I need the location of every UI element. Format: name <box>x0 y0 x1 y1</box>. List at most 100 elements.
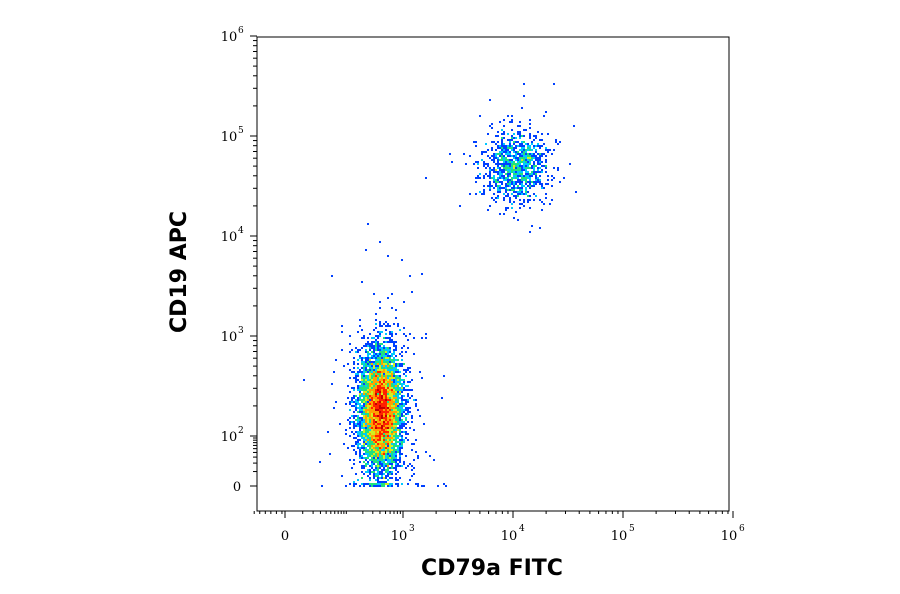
y-axis-minor-ticks <box>253 40 257 473</box>
event-dot <box>537 159 539 161</box>
event-dot <box>499 181 501 183</box>
event-dot <box>541 209 543 211</box>
event-dot <box>393 451 395 453</box>
event-dot <box>401 259 403 261</box>
y-tick-exponent: 4 <box>238 226 244 236</box>
event-dot <box>395 473 397 475</box>
event-dot <box>505 187 507 189</box>
event-dot <box>401 359 403 361</box>
event-dot <box>527 201 529 203</box>
event-dot <box>355 409 357 411</box>
event-dot <box>375 397 377 399</box>
event-dot <box>527 165 529 167</box>
event-dot <box>391 369 393 371</box>
event-dot <box>395 341 397 343</box>
event-dot <box>515 151 517 153</box>
event-dot <box>369 369 371 371</box>
event-dot <box>387 377 389 379</box>
event-dot <box>545 183 547 185</box>
event-dot <box>387 405 389 407</box>
event-dot <box>363 467 365 469</box>
event-dot <box>493 155 495 157</box>
event-dot <box>367 475 369 477</box>
event-dot <box>535 165 537 167</box>
event-dot <box>511 159 513 161</box>
event-dot <box>367 397 369 399</box>
event-dot <box>527 155 529 157</box>
event-dot <box>523 177 525 179</box>
event-dot <box>529 207 531 209</box>
event-dot <box>511 177 513 179</box>
event-dot <box>389 341 391 343</box>
event-dot <box>365 441 367 443</box>
event-dot <box>379 301 381 303</box>
event-dot <box>401 411 403 413</box>
event-dot <box>391 421 393 423</box>
event-dot <box>403 383 405 385</box>
event-dot <box>529 177 531 179</box>
event-dot <box>393 345 395 347</box>
event-dot <box>377 473 379 475</box>
event-dot <box>363 447 365 449</box>
event-dot <box>397 437 399 439</box>
event-dot <box>501 175 503 177</box>
event-dot <box>383 361 385 363</box>
event-dot <box>369 415 371 417</box>
event-dot <box>365 371 367 373</box>
event-dot <box>533 181 535 183</box>
event-dot <box>365 465 367 467</box>
event-dot <box>535 183 537 185</box>
event-dot <box>505 183 507 185</box>
x-tick-exponent: 6 <box>739 524 745 534</box>
event-dot <box>387 387 389 389</box>
event-dot <box>379 331 381 333</box>
event-dot <box>519 191 521 193</box>
event-dot <box>529 187 531 189</box>
event-dot <box>355 437 357 439</box>
event-dot <box>473 163 475 165</box>
event-dot <box>391 485 393 487</box>
event-dot <box>395 411 397 413</box>
event-dot <box>391 477 393 479</box>
event-dot <box>401 409 403 411</box>
event-dot <box>387 473 389 475</box>
event-dot <box>405 389 407 391</box>
event-dot <box>393 447 395 449</box>
event-dot <box>397 325 399 327</box>
event-dot <box>347 363 349 365</box>
event-dot <box>505 161 507 163</box>
event-dot <box>391 389 393 391</box>
event-dot <box>379 421 381 423</box>
event-dot <box>531 155 533 157</box>
event-dot <box>497 197 499 199</box>
event-dot <box>381 349 383 351</box>
event-dot <box>385 389 387 391</box>
event-dot <box>425 337 427 339</box>
event-dot <box>359 369 361 371</box>
event-dot <box>363 335 365 337</box>
event-dot <box>371 371 373 373</box>
event-dot <box>357 425 359 427</box>
event-dot <box>351 401 353 403</box>
event-dot <box>523 141 525 143</box>
event-dot <box>475 141 477 143</box>
event-dot <box>503 165 505 167</box>
event-dot <box>373 399 375 401</box>
event-dot <box>379 387 381 389</box>
event-dot <box>359 411 361 413</box>
event-dot <box>501 149 503 151</box>
event-dot <box>509 169 511 171</box>
event-dot <box>387 425 389 427</box>
event-dot <box>375 341 377 343</box>
event-dot <box>379 321 381 323</box>
event-dot <box>381 379 383 381</box>
event-dot <box>383 419 385 421</box>
event-dot <box>507 151 509 153</box>
event-dot <box>375 473 377 475</box>
event-dot <box>413 443 415 445</box>
event-dot <box>363 345 365 347</box>
event-dot <box>361 409 363 411</box>
event-dot <box>389 403 391 405</box>
event-dot <box>409 463 411 465</box>
event-dot <box>391 453 393 455</box>
